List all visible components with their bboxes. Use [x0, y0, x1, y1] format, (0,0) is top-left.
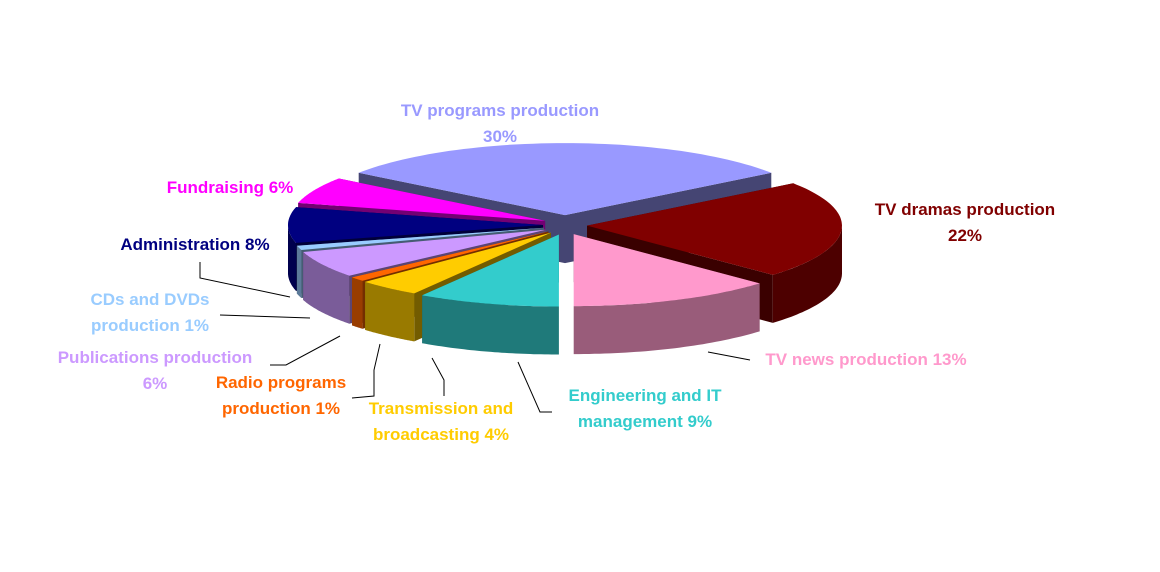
slice-label: Administration 8%	[95, 232, 295, 258]
slice	[573, 234, 760, 307]
value-label: 1%	[315, 399, 341, 418]
value-label: 6%	[142, 374, 168, 393]
category-name: Radio programs production	[215, 373, 347, 418]
category-name: CDs and DVDs production	[90, 290, 210, 335]
slice-label: Fundraising 6%	[130, 175, 330, 201]
category-name: TV news production	[765, 350, 928, 369]
slice	[358, 143, 772, 216]
slice-wall	[288, 225, 296, 291]
category-name: Fundraising	[166, 178, 264, 197]
slice-wall	[422, 295, 559, 355]
value-label: 30%	[482, 127, 518, 146]
category-name: TV programs production	[400, 101, 600, 120]
category-name: Transmission and broadcasting	[368, 399, 514, 444]
leader-line	[270, 335, 341, 366]
slice	[365, 232, 551, 294]
slice-label: Transmission and broadcasting 4%	[351, 396, 531, 448]
slice-label: TV dramas production 22%	[835, 197, 1095, 249]
slice	[587, 183, 842, 275]
value-label: 9%	[687, 412, 713, 431]
slice	[303, 229, 546, 276]
slice-label: TV news production 13%	[736, 347, 996, 373]
slice	[422, 234, 559, 307]
value-label: 4%	[484, 425, 510, 444]
slice-label: Publications production 6%	[25, 345, 285, 397]
value-label: 8%	[245, 235, 270, 254]
slice-wall	[365, 281, 415, 342]
slice-wall	[772, 225, 842, 323]
leader-line	[517, 361, 552, 413]
value-label: 13%	[932, 350, 967, 369]
slice-label: CDs and DVDs production 1%	[75, 287, 225, 339]
leader-lines	[199, 262, 751, 413]
slice	[288, 207, 543, 243]
value-label: 22%	[947, 226, 983, 245]
value-label: 1%	[184, 316, 210, 335]
slice-wall	[573, 283, 760, 355]
category-name: Engineering and IT management	[568, 386, 722, 431]
slice-wall	[352, 277, 363, 329]
leader-line	[199, 262, 291, 298]
slices	[288, 143, 842, 355]
category-name: Administration	[120, 235, 241, 254]
value-label: 6%	[268, 178, 294, 197]
leader-line	[219, 314, 311, 319]
slice-wall	[303, 252, 350, 324]
slice-label: Engineering and IT management 9%	[550, 383, 740, 435]
slice	[352, 231, 549, 281]
slice-label: Radio programs production 1%	[201, 370, 361, 422]
slice-label: TV programs production 30%	[360, 98, 640, 150]
slice	[296, 227, 544, 250]
category-name: TV dramas production	[874, 200, 1056, 219]
leader-line	[431, 357, 445, 396]
leader-line	[351, 343, 381, 399]
category-name: Publications production	[57, 348, 253, 367]
leader-line	[707, 351, 751, 361]
slice	[298, 178, 546, 221]
slice-wall	[296, 245, 302, 298]
